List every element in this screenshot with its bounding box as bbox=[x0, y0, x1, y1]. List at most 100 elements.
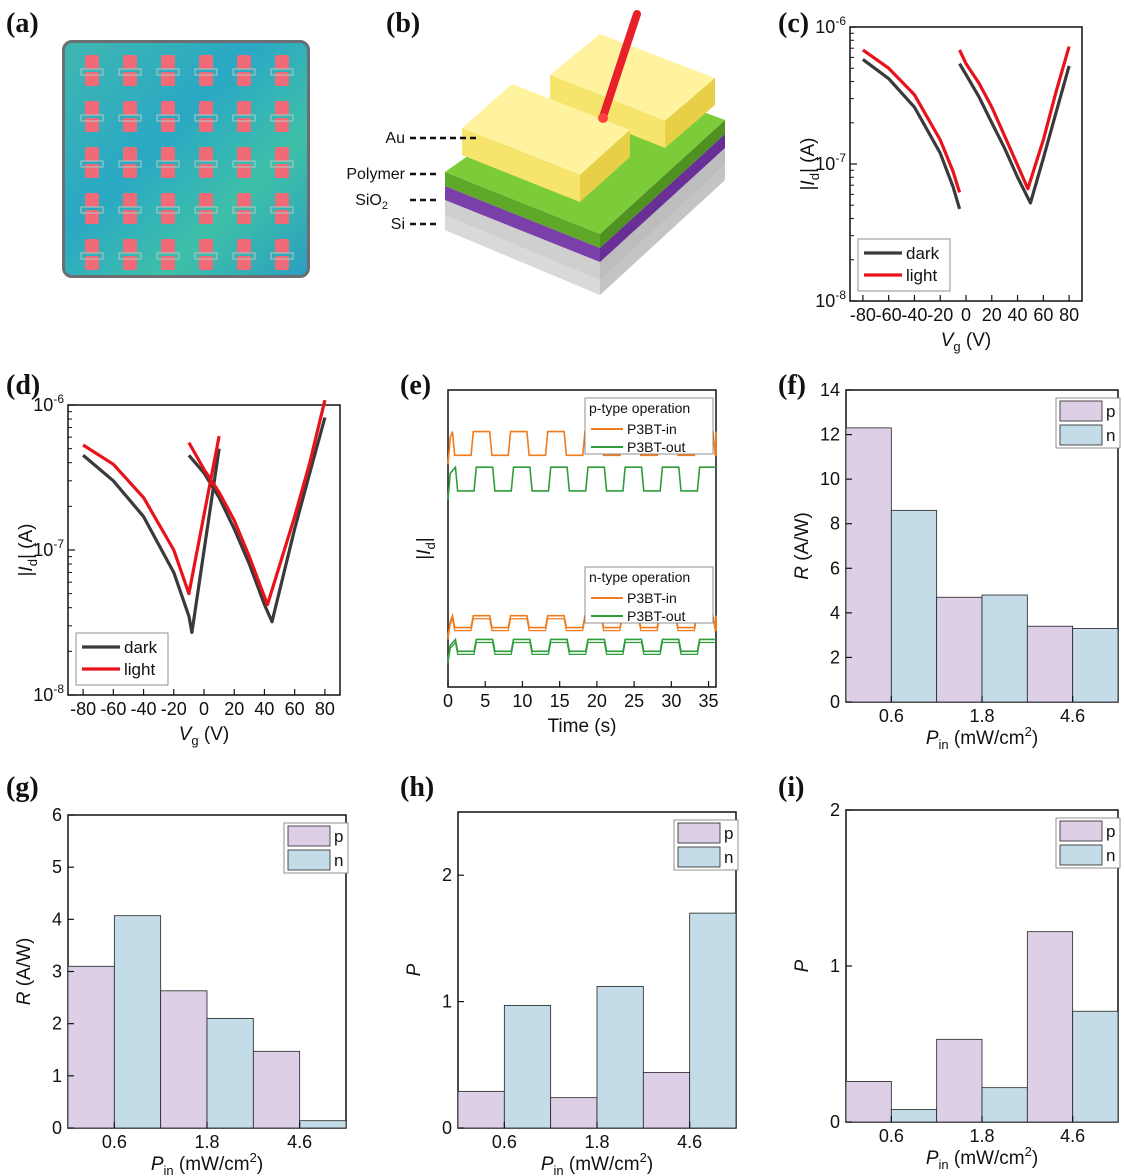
layer-label-0: Au bbox=[385, 130, 405, 147]
x-tick-label: 20 bbox=[587, 691, 607, 711]
series-line-dark bbox=[82, 448, 221, 635]
legend-swatch-p bbox=[1059, 820, 1103, 842]
x-tick-label: 1.8 bbox=[194, 1132, 219, 1152]
channel-mark bbox=[232, 160, 256, 168]
series-line-p-type-P3BT-out bbox=[447, 465, 716, 500]
bar-n-1.8 bbox=[596, 986, 644, 1129]
bar-p-0.6 bbox=[845, 1081, 892, 1123]
electrode-pad bbox=[275, 55, 289, 69]
series-line-light bbox=[187, 399, 327, 607]
electrode-pad bbox=[237, 239, 251, 253]
y-axis-label: |Id| (A) bbox=[798, 138, 822, 191]
legend-label-dark: dark bbox=[906, 244, 940, 263]
bar-n-0.6 bbox=[113, 915, 162, 1129]
legend-box bbox=[584, 397, 714, 455]
legend-box bbox=[584, 566, 714, 624]
y-tick-label: 0 bbox=[442, 1118, 452, 1138]
channel-mark bbox=[270, 160, 294, 168]
device-array-pattern bbox=[80, 55, 294, 270]
x-tick-label: 25 bbox=[624, 691, 644, 711]
channel-mark bbox=[194, 68, 218, 76]
y-tick-label: 10-7 bbox=[815, 151, 846, 174]
channel-mark bbox=[118, 68, 142, 76]
x-tick-label: -80 bbox=[70, 699, 96, 719]
bar-p-4.6 bbox=[252, 1050, 301, 1129]
electrode-pad bbox=[275, 147, 289, 161]
au-electrode-back-side bbox=[665, 78, 715, 148]
channel-mark bbox=[156, 160, 180, 168]
electrode-pad bbox=[237, 147, 251, 161]
electrode-pad bbox=[85, 239, 99, 253]
sio2-front bbox=[445, 186, 600, 262]
x-tick-label: 20 bbox=[224, 699, 244, 719]
laser-spot bbox=[598, 113, 608, 123]
bar-n-0.6 bbox=[503, 1004, 552, 1129]
layer-label-3: Si bbox=[391, 216, 405, 233]
channel-mark bbox=[194, 114, 218, 122]
bar-n-4.6 bbox=[1072, 628, 1119, 703]
x-axis-label: Pin (mW/cm2) bbox=[151, 1150, 263, 1176]
y-axis-label: R (A/W) bbox=[14, 938, 35, 1006]
si-layer-front bbox=[445, 215, 600, 295]
channel-mark bbox=[156, 68, 180, 76]
legend-swatch-p bbox=[287, 825, 331, 847]
electrode-pad bbox=[199, 147, 213, 161]
electrode-pad bbox=[85, 193, 99, 207]
x-tick-label: 4.6 bbox=[1060, 706, 1085, 726]
x-tick-label: 0.6 bbox=[879, 1126, 904, 1146]
x-tick-label: 40 bbox=[254, 699, 274, 719]
x-tick-label: 1.8 bbox=[584, 1132, 609, 1152]
channel-mark bbox=[194, 160, 218, 168]
chart-d: -80 -60 -40 -20 0 20 40 60 80 10-8 10-7 10-6 dark lig… bbox=[16, 392, 341, 748]
y-tick-label: 0 bbox=[830, 1112, 840, 1132]
bar-p-0.6 bbox=[457, 1090, 505, 1129]
bar-p-4.6 bbox=[642, 1071, 691, 1129]
y-tick-label: 2 bbox=[52, 1014, 62, 1034]
channel-mark bbox=[156, 206, 180, 214]
si-side-face bbox=[600, 148, 725, 280]
channel-mark bbox=[270, 114, 294, 122]
electrode-pad bbox=[85, 55, 99, 69]
bar-n-1.8 bbox=[206, 1018, 254, 1129]
au-electrode-front-top bbox=[462, 84, 630, 175]
legend-swatch-p bbox=[1059, 400, 1103, 422]
x-tick-label: 10 bbox=[512, 691, 532, 711]
bar-p-1.8 bbox=[160, 990, 208, 1129]
polymer-front bbox=[445, 172, 600, 248]
panel-label-f: (f) bbox=[778, 370, 806, 401]
bar-p-0.6 bbox=[67, 965, 115, 1129]
au-electrode-back-top bbox=[550, 34, 715, 121]
x-tick-label: 20 bbox=[982, 305, 1002, 325]
legend-label: P3BT-out bbox=[627, 439, 685, 455]
x-tick-label: -20 bbox=[927, 305, 953, 325]
electrode-pad bbox=[161, 193, 175, 207]
device-array-photo bbox=[62, 40, 310, 278]
bar-n-4.6 bbox=[299, 1120, 347, 1129]
legend-label: P3BT-in bbox=[627, 590, 677, 606]
electrode-pad bbox=[161, 101, 175, 115]
bar-p-1.8 bbox=[936, 1038, 983, 1123]
series-line-secondary bbox=[447, 616, 717, 640]
series-line-light bbox=[82, 435, 221, 596]
x-tick-label: 80 bbox=[1059, 305, 1079, 325]
electrode-pad bbox=[237, 55, 251, 69]
bar-p-0.6 bbox=[845, 427, 892, 703]
electrode-pad bbox=[275, 239, 289, 253]
y-tick-label: 8 bbox=[830, 514, 840, 534]
x-tick-label: -60 bbox=[876, 305, 902, 325]
channel-mark bbox=[270, 206, 294, 214]
channel-mark bbox=[232, 68, 256, 76]
electrode-pad bbox=[199, 55, 213, 69]
legend-label-n: n bbox=[1106, 426, 1115, 445]
y-tick-label: 1 bbox=[830, 956, 840, 976]
legend-title: n-type operation bbox=[589, 569, 690, 585]
electrode-pad bbox=[199, 101, 213, 115]
panel-label-b: (b) bbox=[386, 8, 421, 39]
y-tick-label: 10-6 bbox=[33, 392, 64, 415]
x-tick-label: -80 bbox=[850, 305, 876, 325]
panel-label-a: (a) bbox=[6, 8, 39, 39]
y-tick-label: 12 bbox=[820, 425, 840, 445]
bar-p-1.8 bbox=[936, 596, 983, 703]
